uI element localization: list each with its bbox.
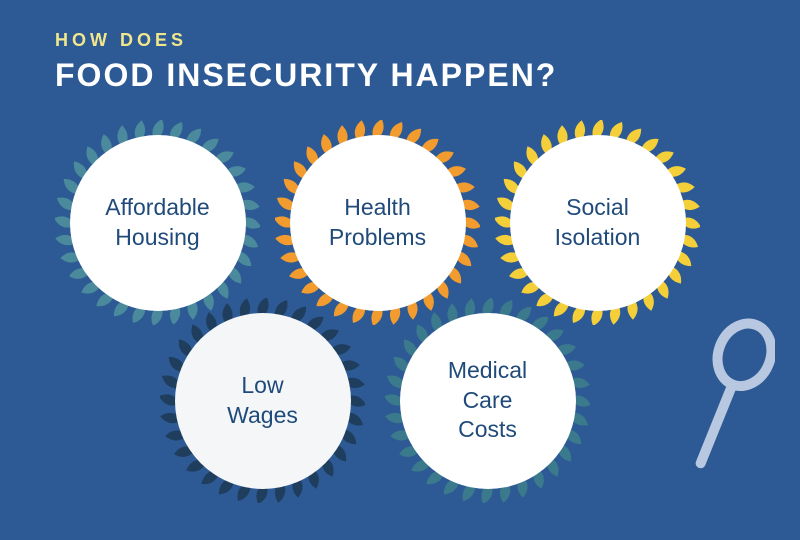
factor-label: SocialIsolation <box>555 193 641 253</box>
factor-circle-3: LowWages <box>160 298 365 503</box>
spoon-icon <box>675 313 775 498</box>
subtitle: HOW DOES <box>55 30 557 51</box>
factor-circle-inner: SocialIsolation <box>510 135 686 311</box>
factor-label: AffordableHousing <box>105 193 209 253</box>
title-block: HOW DOES FOOD INSECURITY HAPPEN? <box>55 30 557 94</box>
factor-circle-2: SocialIsolation <box>495 120 700 325</box>
factor-label: LowWages <box>227 371 298 431</box>
factor-circle-0: AffordableHousing <box>55 120 260 325</box>
factor-label: HealthProblems <box>329 193 426 253</box>
factor-circle-inner: HealthProblems <box>290 135 466 311</box>
factor-circle-4: MedicalCareCosts <box>385 298 590 503</box>
factor-circle-1: HealthProblems <box>275 120 480 325</box>
factor-circle-inner: MedicalCareCosts <box>400 313 576 489</box>
factor-circle-inner: AffordableHousing <box>70 135 246 311</box>
main-title: FOOD INSECURITY HAPPEN? <box>55 57 557 94</box>
factor-circle-inner: LowWages <box>175 313 351 489</box>
factor-label: MedicalCareCosts <box>448 356 527 446</box>
